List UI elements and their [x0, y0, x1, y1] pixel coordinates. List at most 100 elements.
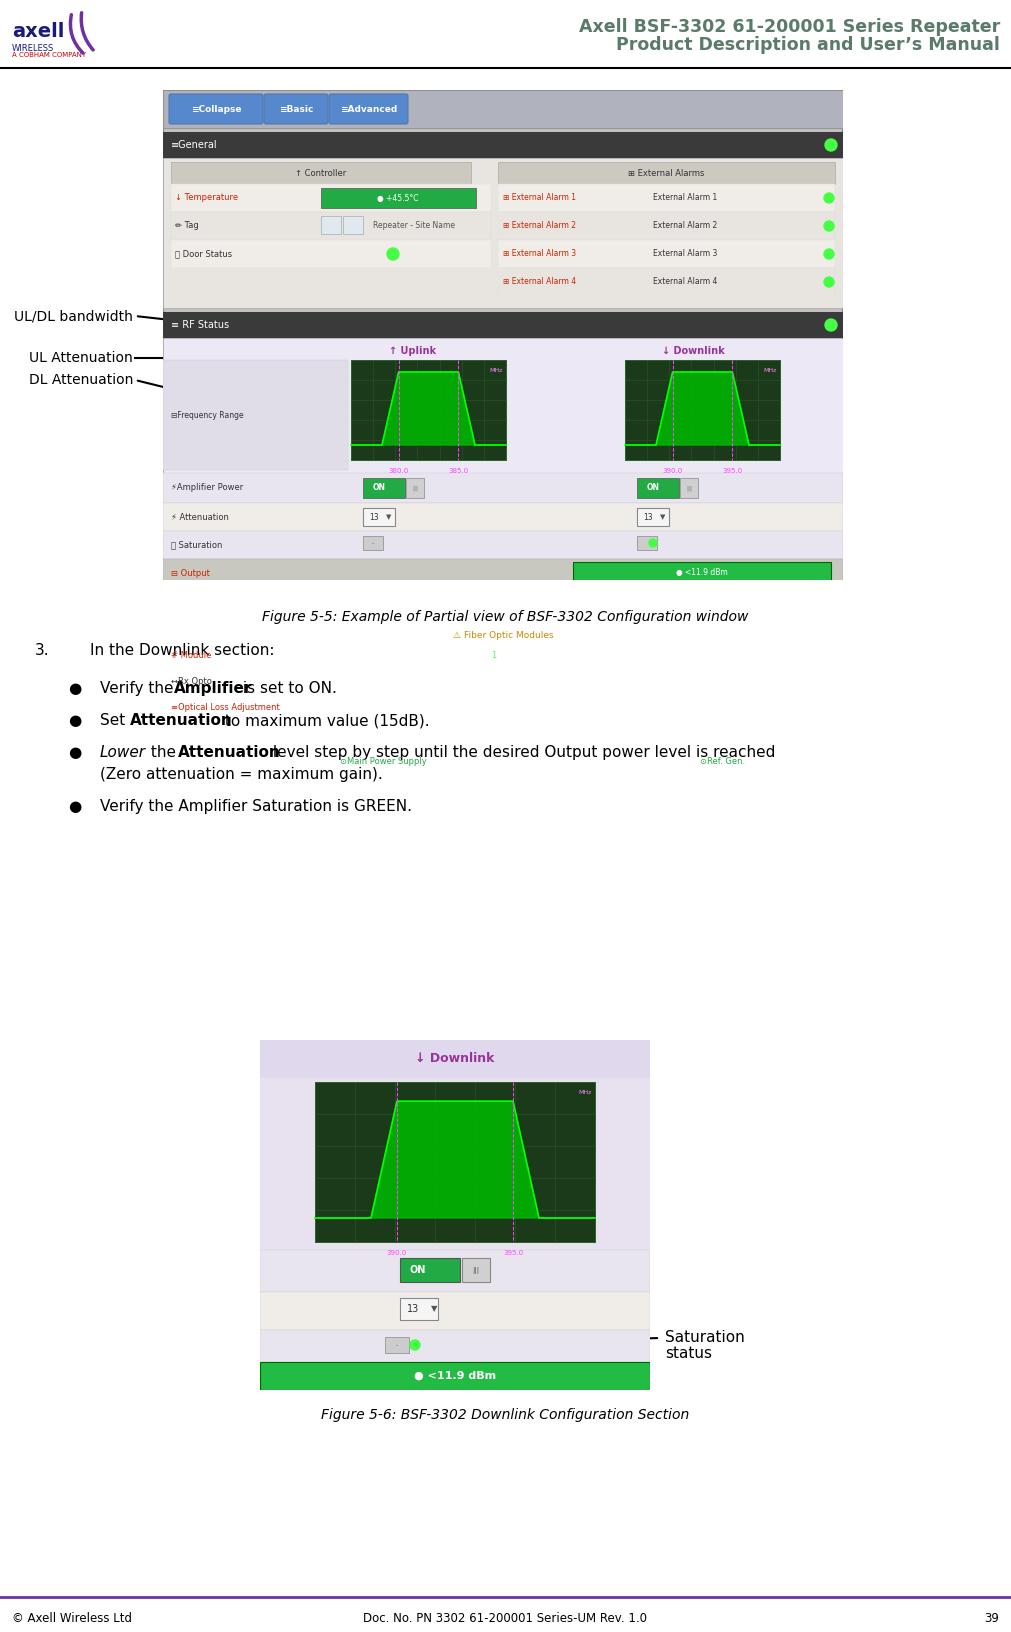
Bar — [163, 158, 843, 308]
Bar — [171, 184, 491, 212]
Bar — [498, 240, 835, 268]
Bar — [163, 619, 843, 738]
Bar — [260, 1250, 650, 1293]
Text: A COBHAM COMPANY: A COBHAM COMPANY — [12, 52, 86, 59]
Text: ●: ● — [68, 681, 81, 695]
Text: 390.0: 390.0 — [662, 468, 682, 473]
Bar — [498, 212, 835, 240]
Text: ⊞ External Alarm 3: ⊞ External Alarm 3 — [503, 250, 576, 258]
Text: ▼: ▼ — [660, 514, 665, 521]
Circle shape — [825, 139, 837, 152]
Bar — [163, 643, 843, 669]
Text: © Axell Wireless Ltd: © Axell Wireless Ltd — [12, 1612, 132, 1625]
Text: Figure 5-6: BSF-3302 Downlink Configuration Section: Figure 5-6: BSF-3302 Downlink Configurat… — [320, 1408, 690, 1421]
Text: ⚠ Fiber Optic Modules: ⚠ Fiber Optic Modules — [453, 630, 553, 640]
Bar — [315, 1082, 595, 1242]
Text: External Alarm 3: External Alarm 3 — [653, 250, 718, 258]
Text: ≡Advanced: ≡Advanced — [340, 104, 397, 114]
Text: ≡Collapse: ≡Collapse — [191, 104, 242, 114]
Bar — [348, 672, 838, 690]
Bar — [351, 361, 506, 460]
Text: 395.0: 395.0 — [502, 1250, 523, 1257]
Text: External Alarm 1: External Alarm 1 — [653, 194, 717, 202]
Text: ●: ● — [68, 800, 81, 814]
Text: ON: ON — [646, 483, 659, 493]
Text: |||: ||| — [472, 1266, 479, 1273]
Polygon shape — [315, 1102, 595, 1217]
Bar — [637, 508, 669, 526]
Circle shape — [824, 193, 834, 202]
Text: ⊞ External Alarms: ⊞ External Alarms — [628, 168, 705, 178]
Bar — [260, 1363, 650, 1390]
Bar — [260, 1377, 650, 1390]
Text: ⊟ Output: ⊟ Output — [171, 568, 210, 578]
Circle shape — [825, 728, 837, 739]
Bar — [498, 162, 835, 184]
Bar — [163, 669, 843, 695]
Bar — [163, 721, 843, 747]
Text: ..: .. — [371, 540, 375, 545]
Text: Product Description and User’s Manual: Product Description and User’s Manual — [616, 36, 1000, 54]
Bar — [321, 188, 476, 207]
Bar — [163, 560, 843, 588]
Text: Saturation: Saturation — [665, 1330, 745, 1345]
Text: ▼: ▼ — [386, 514, 391, 521]
Text: ≡Adjust: ≡Adjust — [615, 703, 649, 713]
Text: External Alarm 4: External Alarm 4 — [653, 277, 718, 287]
Bar — [163, 312, 843, 338]
Text: ↑ Controller: ↑ Controller — [295, 168, 347, 178]
Text: 13: 13 — [643, 512, 653, 522]
Circle shape — [478, 651, 488, 661]
Text: ↓ Downlink: ↓ Downlink — [416, 1053, 494, 1066]
Text: MHz: MHz — [489, 367, 503, 374]
Text: WIRELESS: WIRELESS — [12, 44, 55, 52]
Bar — [385, 1337, 409, 1353]
Bar — [625, 361, 780, 460]
Text: Repeater - Site Name: Repeater - Site Name — [373, 222, 455, 230]
Text: ..: .. — [395, 1343, 398, 1348]
Text: MHz: MHz — [763, 367, 777, 374]
Text: Lower: Lower — [100, 744, 146, 761]
Bar — [680, 478, 698, 498]
Text: Verify the Amplifier Saturation is GREEN.: Verify the Amplifier Saturation is GREEN… — [100, 800, 412, 814]
Text: ✏ Tag: ✏ Tag — [175, 222, 199, 230]
Text: Set: Set — [100, 713, 130, 728]
Text: 13: 13 — [406, 1304, 420, 1314]
Text: ● <11.9 dBm: ● <11.9 dBm — [413, 1371, 496, 1381]
Circle shape — [649, 539, 657, 547]
Text: Verify the: Verify the — [100, 681, 178, 695]
Circle shape — [824, 250, 834, 259]
Text: (Zero attenuation = maximum gain).: (Zero attenuation = maximum gain). — [100, 767, 383, 782]
Circle shape — [825, 601, 837, 612]
Text: UL/DL bandwidth: UL/DL bandwidth — [14, 308, 133, 323]
Text: Attenuation: Attenuation — [178, 744, 281, 761]
Polygon shape — [351, 372, 506, 446]
Circle shape — [825, 318, 837, 331]
Text: Doc. No. PN 3302 61-200001 Series-UM Rev. 1.0: Doc. No. PN 3302 61-200001 Series-UM Rev… — [363, 1612, 647, 1625]
Bar — [498, 184, 835, 212]
Text: ≡ RF Status: ≡ RF Status — [171, 320, 229, 330]
Bar — [400, 1297, 438, 1320]
Text: Figure 5-5: Example of Partial view of BSF-3302 Configuration window: Figure 5-5: Example of Partial view of B… — [262, 610, 748, 623]
Bar — [163, 503, 843, 530]
Bar — [260, 1040, 650, 1079]
Text: status: status — [665, 1346, 712, 1361]
FancyBboxPatch shape — [264, 95, 328, 124]
Text: 1: 1 — [491, 651, 496, 661]
Bar — [637, 535, 657, 550]
Text: |||: ||| — [412, 485, 418, 491]
Text: MHz: MHz — [578, 1090, 592, 1095]
Circle shape — [410, 1340, 420, 1350]
Text: ⊞ External Alarm 1: ⊞ External Alarm 1 — [503, 194, 576, 202]
Bar — [462, 1258, 490, 1283]
Text: 395.0: 395.0 — [722, 468, 742, 473]
Bar — [400, 1258, 460, 1283]
Bar — [573, 561, 831, 583]
Text: 3.: 3. — [35, 643, 50, 658]
Text: 385.0: 385.0 — [448, 468, 468, 473]
Bar — [498, 268, 835, 295]
FancyBboxPatch shape — [169, 95, 263, 124]
Text: ≡ Subsystems: ≡ Subsystems — [171, 730, 242, 739]
Text: ⚡ Attenuation: ⚡ Attenuation — [171, 512, 228, 522]
Text: ⊙Ref. Gen.: ⊙Ref. Gen. — [701, 757, 745, 767]
